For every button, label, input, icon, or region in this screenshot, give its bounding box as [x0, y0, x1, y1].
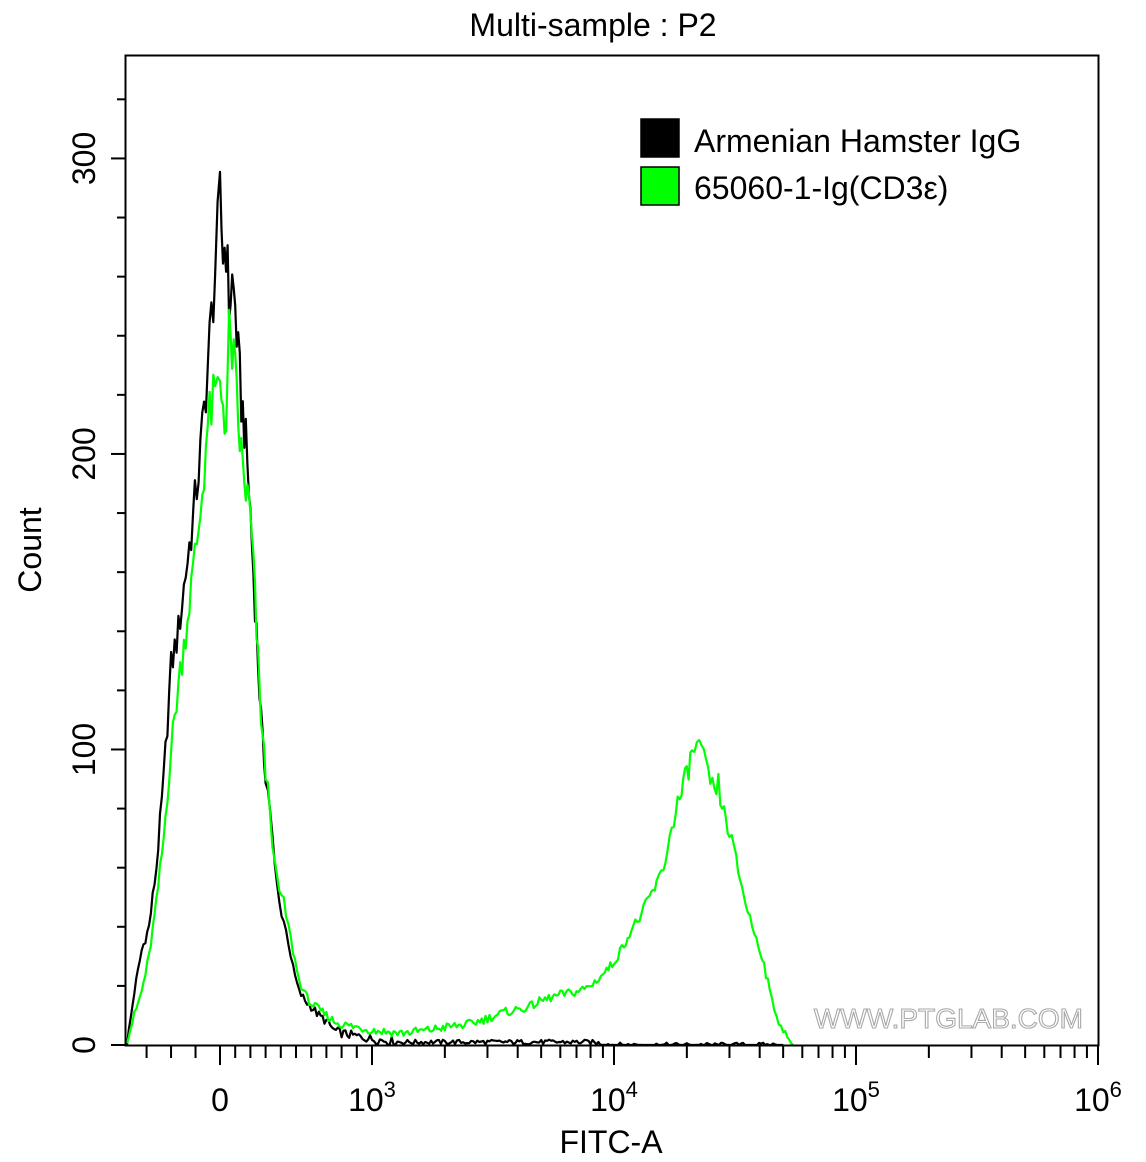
x-tick-label: 0 [211, 1082, 229, 1118]
legend-swatch-igg [640, 118, 680, 158]
series-layer [125, 170, 794, 1047]
y-axis-title: Count [12, 507, 48, 593]
x-tick-label: 104 [590, 1077, 638, 1118]
x-tick-label: 105 [832, 1077, 880, 1118]
series-line-2 [125, 308, 794, 1046]
x-axis: 0 103 104 105 106 [145, 1045, 1122, 1118]
legend-item-igg: Armenian Hamster IgG [640, 118, 1021, 159]
y-axis: 0 100 200 300 [66, 98, 125, 1054]
x-tick-label: 106 [1074, 1077, 1122, 1118]
y-tick-label: 100 [66, 723, 102, 776]
legend-label-igg: Armenian Hamster IgG [694, 123, 1021, 159]
series-line-1 [125, 170, 784, 1047]
legend-item-cd3: 65060-1-Ig(CD3ε) [640, 166, 948, 206]
legend: Armenian Hamster IgG 65060-1-Ig(CD3ε) [640, 118, 1021, 206]
chart-title: Multi-sample : P2 [469, 7, 716, 43]
y-tick-label: 0 [66, 1036, 102, 1054]
y-tick-label: 200 [66, 427, 102, 480]
plot-frame [124, 54, 1100, 1047]
x-axis-title: FITC-A [559, 1124, 663, 1160]
legend-swatch-cd3 [640, 166, 680, 206]
watermark-text: WWW.PTGLAB.COM [814, 1003, 1083, 1034]
y-tick-label: 300 [66, 132, 102, 185]
legend-label-cd3: 65060-1-Ig(CD3ε) [694, 170, 948, 206]
x-tick-label: 103 [348, 1077, 396, 1118]
